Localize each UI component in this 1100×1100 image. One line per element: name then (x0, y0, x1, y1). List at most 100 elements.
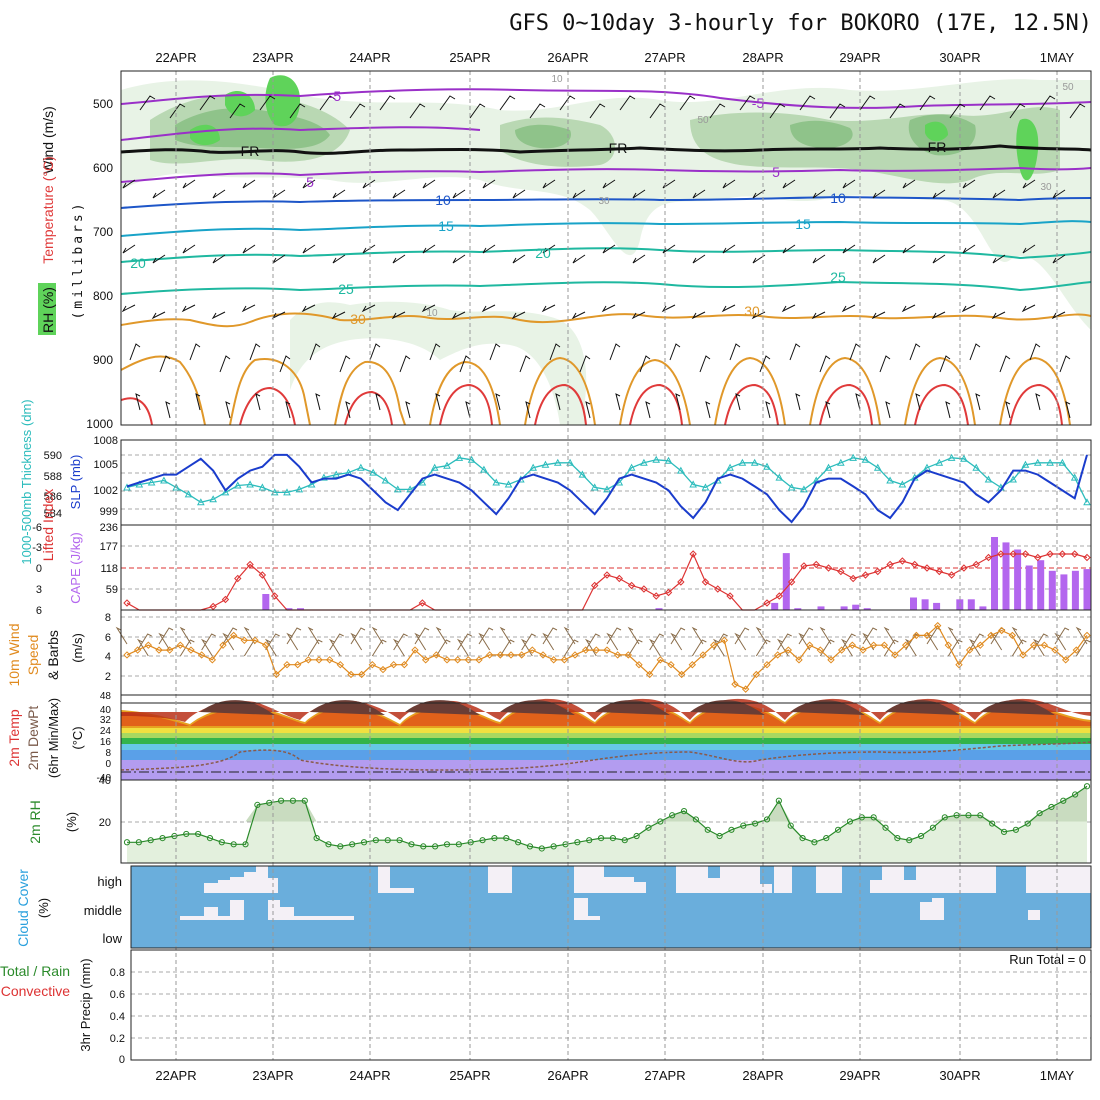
wind-barb (563, 639, 579, 657)
lifted-index-point (270, 592, 279, 600)
upper-mb-label: (millibars) (71, 200, 86, 319)
lifted-index-point (763, 599, 771, 607)
temp-band-green (121, 738, 1091, 744)
rh2m-tick: 20 (99, 817, 111, 829)
lifted-index-point (234, 574, 242, 583)
wind-barb (328, 638, 341, 657)
lifted-index-label: Lifted Index (40, 489, 56, 561)
temp-band-blue (121, 750, 1091, 760)
thickness-point (369, 468, 377, 476)
thickness-point (640, 458, 648, 466)
wind-speed-point (1040, 641, 1049, 649)
wind-speed-point (955, 660, 963, 669)
chart-title: GFS 0~10day 3-hourly for BOKORO (17E, 12… (509, 11, 1092, 36)
rh2m-point (704, 826, 711, 833)
rh2m-point (823, 835, 830, 842)
wind-barb (606, 632, 619, 651)
thickness-point (590, 483, 599, 491)
bottom-date-labels: 22APR 23APR 24APR 25APR 26APR 27APR 28AP… (155, 1068, 1074, 1083)
thickness-point (504, 480, 513, 488)
rh2m-point (669, 812, 676, 819)
rh2m-point (171, 832, 178, 840)
cape-bar (921, 599, 929, 610)
wind-speed-point (283, 660, 291, 669)
contour-label: 15 (438, 218, 454, 234)
rh2m-point (728, 826, 735, 833)
thickness-point (160, 476, 168, 484)
rh2m-point (1000, 828, 1008, 835)
rh2m-point (183, 830, 190, 838)
wind-barb (158, 632, 171, 651)
date-label-bottom: 26APR (547, 1068, 588, 1083)
contour-label: 30 (744, 303, 760, 319)
thickness-point (283, 488, 291, 496)
rh2m-point (443, 841, 451, 848)
contour-label: 25 (338, 281, 354, 297)
rh2m-label: 2m RH (27, 800, 43, 844)
wind-speed-point (784, 646, 793, 654)
wind-speed-point (656, 656, 665, 664)
wind-speed-point (1008, 631, 1017, 640)
temperature-contours (121, 88, 1091, 425)
wind-speed-point (880, 641, 889, 649)
rh2m-point (894, 835, 901, 842)
wind-barb (179, 639, 195, 657)
wind-speed-point (272, 670, 281, 679)
thickness-point (147, 478, 156, 486)
lifted-index-point (960, 564, 968, 572)
rh2m-line (127, 785, 1088, 850)
cape-label: CAPE (J/kg) (68, 532, 83, 604)
wind-barb (755, 639, 771, 657)
cape-bar (285, 608, 293, 610)
pressure-tick: 800 (93, 289, 113, 303)
wind-speed-point (827, 656, 835, 664)
wind-barb (883, 626, 896, 645)
wind-speed-point (443, 656, 451, 664)
rh-area-dark-3 (790, 120, 853, 149)
rh2m-point (1012, 826, 1019, 833)
rh2m-tick: 40 (99, 775, 111, 787)
wind-speed-point (997, 626, 1006, 635)
wind-speed-point (368, 660, 377, 669)
wind-barb (712, 638, 725, 657)
wind-speed-point (923, 631, 931, 640)
lifted-index-point (652, 592, 660, 600)
thickness-point (849, 453, 857, 461)
wind-speed-point (315, 656, 323, 664)
wind-barb (392, 638, 405, 657)
temp-unit: (°C) (70, 726, 85, 749)
contour-label: 20 (535, 245, 551, 261)
rh2m-point (503, 835, 510, 842)
wind-barb (222, 632, 235, 651)
lifted-index-point (689, 550, 697, 558)
wind-tick: 8 (105, 612, 111, 624)
thickness-point (738, 458, 747, 466)
wind-speed-point (293, 660, 302, 669)
slp-tick: 999 (100, 506, 118, 518)
cape-bar (863, 608, 871, 610)
wind-speed-point (635, 660, 643, 669)
wind-label-3: & Barbs (45, 630, 61, 680)
lifted-index-point (898, 557, 907, 565)
top-date-labels: 22APR 23APR 24APR 25APR 26APR 27APR 28AP… (155, 50, 1074, 65)
thickness-point (172, 483, 181, 491)
cape-bar (991, 537, 998, 610)
temp-tick: 8 (105, 748, 111, 759)
rh2m-point (633, 832, 640, 840)
precip-axis: 0.8 0.6 0.4 0.2 0 (110, 967, 125, 1066)
rh2m-point (479, 837, 486, 844)
wind-speed-point (347, 670, 355, 679)
rh2m-point (195, 830, 202, 838)
thickness-point (246, 480, 254, 488)
lifted-index-point (812, 560, 820, 569)
rh2m-point (586, 837, 593, 844)
wind-speed-point (123, 651, 131, 659)
rh-area-green-5 (1016, 118, 1039, 181)
lifted-index-point (1021, 550, 1030, 558)
upper-rh-label: RH (%) (40, 287, 56, 333)
thickness-axis: 590 588 586 584 (44, 450, 62, 520)
thickness-point (763, 462, 771, 470)
precip-tick: 0.8 (110, 967, 125, 979)
thickness-point (1033, 458, 1042, 466)
wind-speed-point (475, 656, 483, 664)
